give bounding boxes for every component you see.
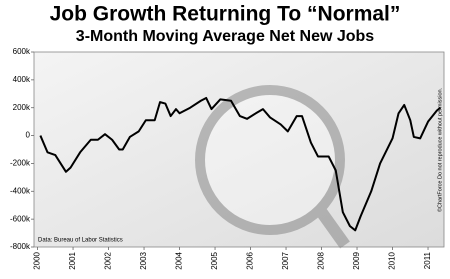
- x-tick-label: 2011: [423, 251, 432, 269]
- y-tick-label: 400k: [13, 75, 31, 84]
- data-line: [39, 96, 442, 232]
- x-tick-label: 2001: [68, 251, 77, 269]
- copyright-note: ©ChartForce Do not reproduce without per…: [436, 87, 443, 212]
- source-note: Data: Bureau of Labor Statistics: [38, 238, 123, 244]
- x-tick-label: 2003: [139, 251, 148, 269]
- x-tick-label: 2000: [33, 251, 42, 269]
- y-tick-label: 0: [26, 131, 31, 140]
- y-tick-label: 200k: [13, 103, 31, 112]
- x-tick-label: 2008: [317, 251, 326, 269]
- x-tick-label: 2005: [210, 251, 219, 269]
- chart-subtitle: 3-Month Moving Average Net New Jobs: [76, 28, 375, 45]
- y-tick-label: -200k: [10, 159, 31, 168]
- plot-border: [33, 51, 445, 248]
- plot-background: [34, 52, 444, 247]
- x-tick-label: 2006: [246, 251, 255, 269]
- x-tick-label: 2002: [104, 251, 113, 269]
- x-tick-label: 2007: [281, 251, 290, 269]
- y-tick-label: -600k: [10, 214, 31, 223]
- y-tick-label: -400k: [10, 186, 31, 195]
- x-tick-label: 2009: [352, 251, 361, 269]
- chart-title: Job Growth Returning To “Normal”: [50, 3, 401, 26]
- y-tick-label: 600k: [13, 47, 31, 56]
- x-tick-label: 2010: [388, 251, 397, 269]
- y-tick-label: -800k: [10, 242, 31, 251]
- x-tick-label: 2004: [175, 251, 184, 269]
